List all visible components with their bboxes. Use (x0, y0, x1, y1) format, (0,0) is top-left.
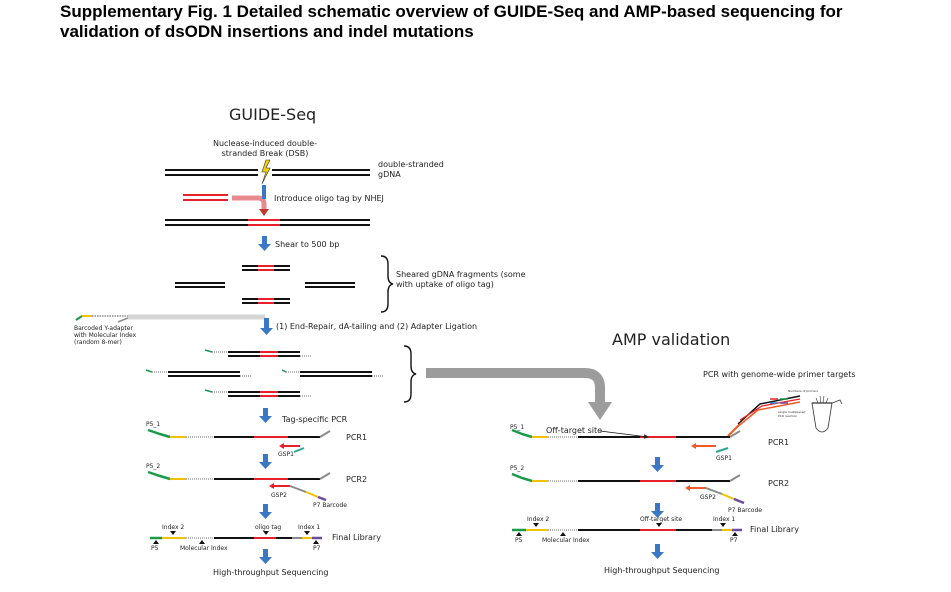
tag-pcr-label: Tag-specific PCR (282, 415, 348, 424)
p7-label: P7 (313, 545, 321, 552)
down-arrow-icon (262, 185, 266, 199)
amp-index2-label: Index 2 (527, 516, 550, 523)
gray-flow-arrow (426, 368, 605, 405)
amp-heading: AMP validation (612, 330, 731, 349)
guide-final-library (150, 531, 322, 544)
amp-final-library-label: Final Library (750, 525, 799, 534)
amp-p7-label: P7 (730, 537, 738, 544)
pcr1-label: PCR1 (346, 433, 368, 442)
brace-icon (403, 345, 417, 403)
guide-pcr1 (147, 428, 331, 453)
guide-pcr2 (147, 470, 331, 502)
down-arrow-icon (259, 454, 272, 469)
gdna-label: double-stranded gDNA (378, 160, 444, 179)
pcr-targets-label: PCR with genome-wide primer targets (703, 370, 856, 379)
gdna-with-tag (165, 219, 370, 226)
sheared-fragments (175, 265, 355, 304)
amp-p5-1-label: P5_1 (510, 424, 525, 431)
shear-label: Shear to 500 bp (275, 240, 340, 249)
down-arrow-icon (651, 457, 664, 472)
amp-gsp1-label: GSP1 (716, 455, 732, 462)
amp-p5-label: P5 (515, 537, 523, 544)
down-arrow-icon (651, 503, 664, 518)
lightning-icon (261, 159, 271, 185)
single-multiplexed-label: single multiplexed PCR reaction (778, 410, 806, 418)
index1-label: Index 1 (298, 524, 321, 531)
p5-label: P5 (151, 545, 159, 552)
hts-label: High-throughput Sequencing (213, 568, 329, 577)
y-adapter (75, 314, 265, 323)
primer-pool-icon (727, 395, 801, 437)
amp-p7-barcode-label: P7 Barcode (728, 507, 762, 514)
amp-pcr2 (511, 472, 745, 505)
amp-index1-label: Index 1 (713, 516, 736, 523)
p5-1-label: P5_1 (146, 421, 161, 428)
amp-pcr1 (511, 428, 741, 453)
pcr-tube-icon (811, 395, 843, 433)
amp-gsp2-label: GSP2 (700, 494, 716, 501)
down-arrow-icon (259, 504, 272, 519)
down-arrow-icon (258, 236, 271, 251)
oligo-tag (183, 194, 228, 201)
amp-hts-label: High-throughput Sequencing (604, 566, 720, 575)
guide-seq-heading: GUIDE-Seq (229, 105, 317, 124)
numbers-of-primers-label: Numbers of primers (788, 389, 818, 393)
insertion-arrow (232, 195, 267, 210)
brace-icon (380, 255, 394, 313)
introduce-label: Introduce oligo tag by NHEJ (274, 194, 384, 203)
p5-2-label: P5_2 (146, 463, 161, 470)
off-target-site-label: Off-target site (546, 426, 603, 435)
down-arrow-icon (651, 544, 664, 559)
figure-title: Supplementary Fig. 1 Detailed schematic … (60, 2, 843, 41)
gdna-strands (165, 169, 370, 176)
amp-final-library (512, 523, 742, 536)
final-library-label: Final Library (332, 533, 381, 542)
oligo-tag-label: oligo tag (255, 524, 282, 531)
adapter-label: Barcoded Y-adapter with Molecular Index … (74, 325, 137, 346)
p7-barcode-label: P7 Barcode (313, 502, 347, 509)
end-repair-label: (1) End-Repair, dA-tailing and (2) Adapt… (276, 322, 478, 331)
down-arrow-icon (259, 408, 272, 423)
gsp1-label: GSP1 (278, 451, 294, 458)
amp-pcr1-label: PCR1 (768, 438, 790, 447)
amp-pcr2-label: PCR2 (768, 479, 790, 488)
down-arrow-icon (260, 318, 273, 335)
amp-p5-2-label: P5_2 (510, 465, 525, 472)
index2-label: Index 2 (162, 524, 185, 531)
pcr2-label: PCR2 (346, 475, 368, 484)
amp-off-target-site-label: Off-target site (640, 516, 683, 523)
amp-molecular-index-label: Molecular Index (542, 537, 590, 544)
sheared-label: Sheared gDNA fragments (some with uptake… (396, 270, 526, 289)
molecular-index-label: Molecular Index (180, 545, 228, 552)
ligated-fragments (145, 349, 384, 397)
gsp2-label: GSP2 (271, 492, 287, 499)
down-arrow-icon (259, 549, 272, 564)
dsb-label: Nuclease-induced double-stranded Break (… (212, 139, 317, 158)
